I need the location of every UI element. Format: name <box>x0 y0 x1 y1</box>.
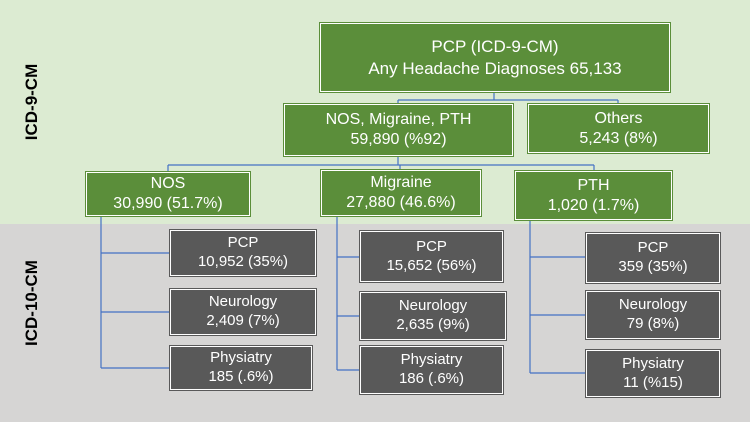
leaf-value: 185 (.6%) <box>208 368 274 385</box>
leaf-value: 15,652 (56%) <box>386 256 477 274</box>
leaf-title: Neurology <box>208 293 278 311</box>
leaf-title: Physiatry <box>622 354 684 372</box>
pth-pcp-leaf: PCP 359 (35%) <box>586 233 720 283</box>
migraine-title: Migraine <box>370 174 432 191</box>
migraine-pcp-leaf: PCP 15,652 (56%) <box>360 231 503 282</box>
leaf-title: Neurology <box>618 296 688 314</box>
nos-group-value: 59,890 (%92) <box>350 131 447 148</box>
nos-neurology-leaf: Neurology 2,409 (7%) <box>170 289 316 335</box>
others-node: Others 5,243 (8%) <box>528 104 709 153</box>
leaf-title: Neurology <box>398 297 468 315</box>
leaf-value: 79 (8%) <box>626 315 680 332</box>
others-value: 5,243 (8%) <box>579 129 658 147</box>
leaf-title: PCP <box>637 239 669 257</box>
nos-physiatry-leaf: Physiatry 185 (.6%) <box>170 346 312 390</box>
others-title: Others <box>594 109 643 127</box>
migraine-value: 27,880 (46.6%) <box>346 194 456 211</box>
nos-node: NOS 30,990 (51.7%) <box>86 172 250 216</box>
leaf-title: Physiatry <box>210 349 272 367</box>
leaf-value: 186 (.6%) <box>398 370 465 387</box>
pth-neurology-leaf: Neurology 79 (8%) <box>586 291 720 339</box>
leaf-value: 2,635 (9%) <box>396 316 470 333</box>
nos-group-title: NOS, Migraine, PTH <box>325 111 472 128</box>
root-value: Any Headache Diagnoses 65,133 <box>368 58 622 78</box>
nos-migraine-pth-node: NOS, Migraine, PTH 59,890 (%92) <box>284 104 513 156</box>
leaf-value: 11 (%15) <box>623 373 683 391</box>
pth-value: 1,020 (1.7%) <box>547 196 640 214</box>
nos-title: NOS <box>150 175 186 192</box>
leaf-value: 10,952 (35%) <box>197 253 289 270</box>
pth-node: PTH 1,020 (1.7%) <box>515 171 672 220</box>
leaf-title: PCP <box>416 237 447 255</box>
pth-physiatry-leaf: Physiatry 11 (%15) <box>586 350 720 397</box>
leaf-value: 359 (35%) <box>618 258 688 275</box>
leaf-value: 2,409 (7%) <box>206 312 280 329</box>
root-title: PCP (ICD-9-CM) <box>431 37 559 57</box>
migraine-physiatry-leaf: Physiatry 186 (.6%) <box>360 346 503 394</box>
migraine-neurology-leaf: Neurology 2,635 (9%) <box>360 292 506 340</box>
migraine-node: Migraine 27,880 (46.6%) <box>321 170 481 216</box>
nos-value: 30,990 (51.7%) <box>113 195 223 212</box>
nos-pcp-leaf: PCP 10,952 (35%) <box>170 230 316 276</box>
leaf-title: Physiatry <box>400 351 463 369</box>
leaf-title: PCP <box>227 234 259 252</box>
root-node: PCP (ICD-9-CM) Any Headache Diagnoses 65… <box>320 23 670 92</box>
pth-title: PTH <box>577 176 610 194</box>
